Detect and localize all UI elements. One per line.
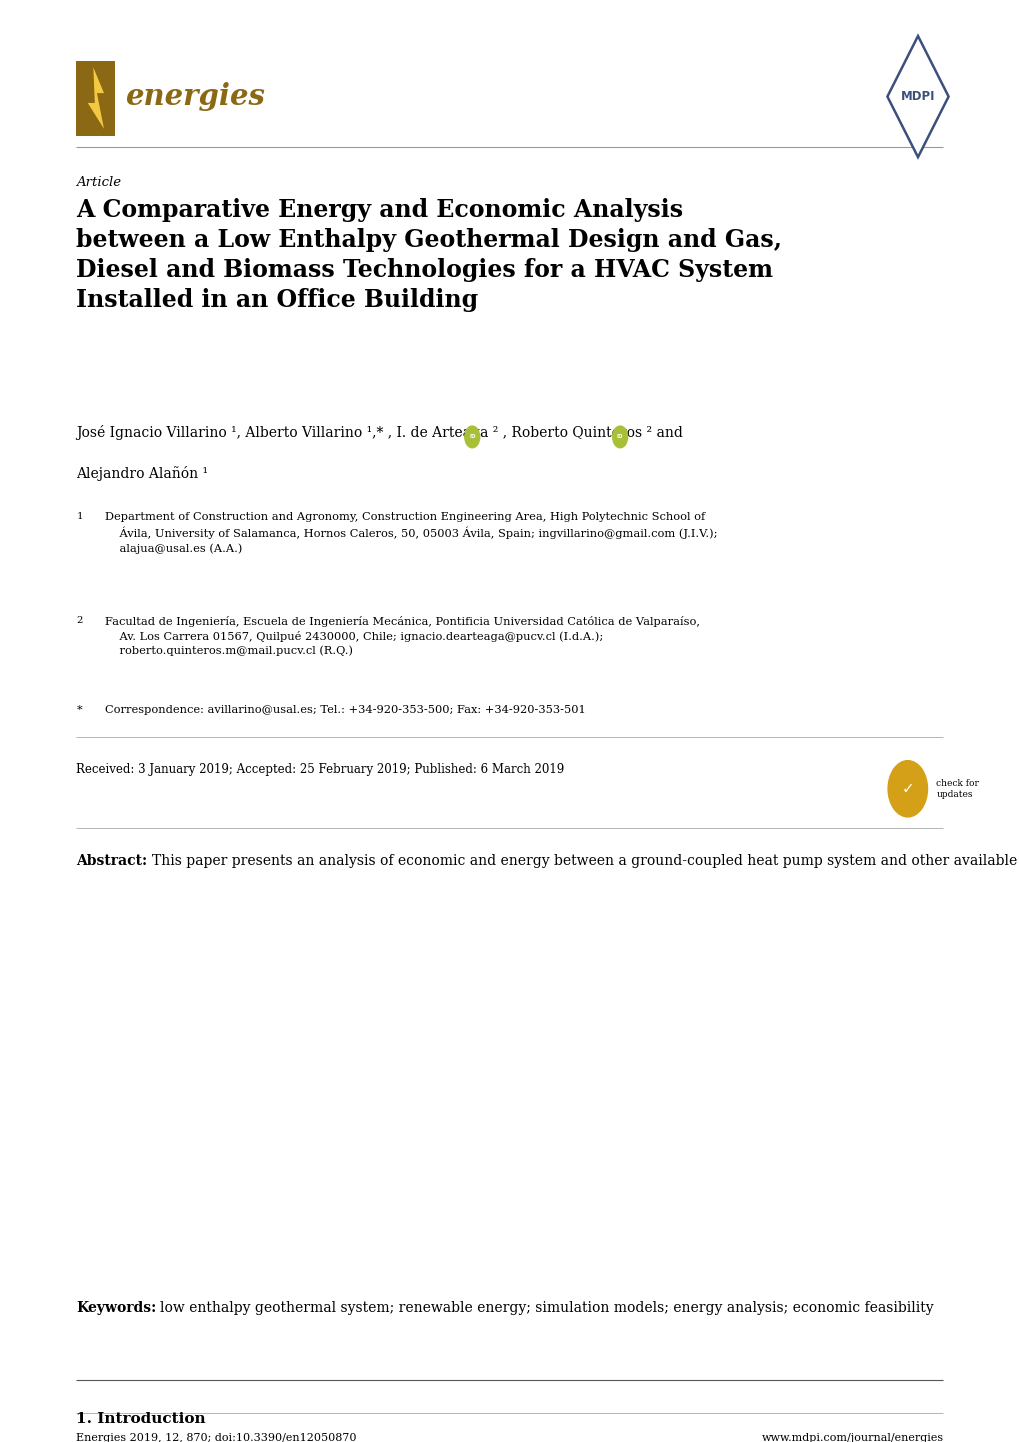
Text: Facultad de Ingeniería, Escuela de Ingeniería Mecánica, Pontificia Universidad C: Facultad de Ingeniería, Escuela de Ingen… <box>105 616 699 656</box>
Text: ✓: ✓ <box>901 782 913 796</box>
Text: Received: 3 January 2019; Accepted: 25 February 2019; Published: 6 March 2019: Received: 3 January 2019; Accepted: 25 F… <box>76 763 565 776</box>
Text: José Ignacio Villarino ¹, Alberto Villarino ¹,* , I. de Arteaga ² , Roberto Quin: José Ignacio Villarino ¹, Alberto Villar… <box>76 425 683 440</box>
Text: Keywords:: Keywords: <box>76 1301 157 1315</box>
Text: A Comparative Energy and Economic Analysis
between a Low Enthalpy Geothermal Des: A Comparative Energy and Economic Analys… <box>76 198 782 311</box>
Polygon shape <box>88 68 104 128</box>
Text: *: * <box>76 705 83 715</box>
Text: This paper presents an analysis of economic and energy between a ground-coupled : This paper presents an analysis of econo… <box>152 854 1019 868</box>
Circle shape <box>464 425 480 448</box>
Circle shape <box>887 760 927 818</box>
Text: Alejandro Alañón ¹: Alejandro Alañón ¹ <box>76 466 208 480</box>
Text: Department of Construction and Agronomy, Construction Engineering Area, High Pol: Department of Construction and Agronomy,… <box>105 512 716 554</box>
Text: 2: 2 <box>76 616 83 624</box>
Text: energies: energies <box>125 82 265 111</box>
Text: MDPI: MDPI <box>900 89 934 102</box>
Text: iD: iD <box>469 434 475 440</box>
Text: www.mdpi.com/journal/energies: www.mdpi.com/journal/energies <box>760 1433 943 1442</box>
Text: Abstract:: Abstract: <box>76 854 148 868</box>
Text: check for
updates: check for updates <box>935 779 978 799</box>
FancyBboxPatch shape <box>76 61 115 136</box>
Circle shape <box>611 425 628 448</box>
Polygon shape <box>887 36 948 157</box>
Text: low enthalpy geothermal system; renewable energy; simulation models; energy anal: low enthalpy geothermal system; renewabl… <box>160 1301 932 1315</box>
Text: Energies 2019, 12, 870; doi:10.3390/en12050870: Energies 2019, 12, 870; doi:10.3390/en12… <box>76 1433 357 1442</box>
Text: iD: iD <box>616 434 623 440</box>
Text: Article: Article <box>76 176 121 189</box>
Text: 1. Introduction: 1. Introduction <box>76 1412 206 1426</box>
Text: Correspondence: avillarino@usal.es; Tel.: +34-920-353-500; Fax: +34-920-353-501: Correspondence: avillarino@usal.es; Tel.… <box>105 705 585 715</box>
Text: 1: 1 <box>76 512 83 521</box>
